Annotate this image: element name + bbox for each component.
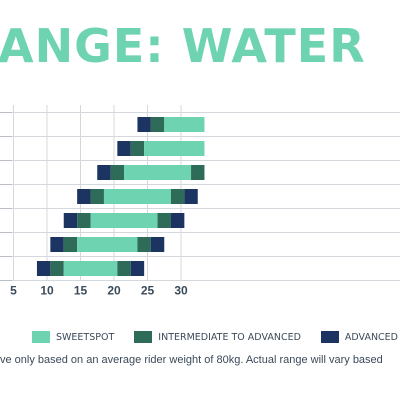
legend-label-sweetspot: SWEETSPOT	[56, 331, 115, 343]
bar-segment-advanced	[150, 237, 165, 252]
footnote: ve only based on an average rider weight…	[0, 354, 383, 366]
bar-segment-advanced	[77, 189, 91, 204]
bar-segment-sweetspot	[63, 261, 118, 276]
bar-segment-advanced	[50, 237, 64, 252]
bar-segment-advanced	[97, 165, 111, 180]
legend-item-intermediate: INTERMEDIATE TO ADVANCED	[134, 331, 301, 343]
bar-segment-sweetspot	[124, 165, 192, 180]
x-tick-label: 30	[174, 284, 188, 298]
bar-segment-intermediate	[150, 117, 165, 132]
legend-item-sweetspot: SWEETSPOT	[32, 331, 114, 343]
x-tick-label: 10	[40, 284, 54, 298]
range-chart: 5 10 15 20 25 30	[0, 105, 400, 298]
bar-segment-advanced	[36, 261, 51, 276]
bar-segment-advanced	[63, 213, 78, 228]
bar-segment-intermediate	[117, 261, 131, 276]
legend-swatch-sweetspot	[32, 331, 50, 343]
bar-segment-intermediate	[50, 261, 64, 276]
legend-label-intermediate: INTERMEDIATE TO ADVANCED	[158, 331, 301, 343]
bar-segment-advanced	[170, 213, 185, 228]
bar-segment-intermediate	[63, 237, 78, 252]
legend: SWEETSPOT INTERMEDIATE TO ADVANCED ADVAN…	[32, 331, 400, 343]
legend-swatch-advanced	[320, 331, 339, 343]
bar-segment-intermediate	[157, 213, 171, 228]
x-tick-label: 5	[10, 284, 17, 298]
x-tick-label: 25	[141, 284, 155, 298]
bar-segment-sweetspot	[144, 141, 205, 156]
bar-segment-intermediate	[137, 237, 151, 252]
bar-segment-sweetspot	[90, 213, 158, 228]
bar-segment-intermediate	[130, 141, 145, 156]
bar-segment-sweetspot	[77, 237, 138, 252]
bar-segment-advanced	[137, 117, 151, 132]
chart-title: ANGE: WATER	[0, 19, 366, 73]
bar-segment-intermediate	[90, 189, 104, 204]
bar-segment-sweetspot	[164, 117, 205, 132]
legend-swatch-intermediate	[134, 331, 153, 343]
x-tick-label: 20	[107, 284, 121, 298]
bar-segment-intermediate	[191, 165, 205, 180]
bar-segment-advanced	[130, 261, 145, 276]
legend-item-advanced: ADVANCED	[320, 331, 399, 343]
x-axis-ticks: 5 10 15 20 25 30	[10, 284, 188, 298]
bar-segment-intermediate	[170, 189, 185, 204]
legend-label-advanced: ADVANCED	[344, 331, 399, 343]
bar-segment-sweetspot	[103, 189, 171, 204]
x-tick-label: 15	[74, 284, 88, 298]
bar-segment-advanced	[117, 141, 131, 156]
bar-segment-intermediate	[77, 213, 91, 228]
bar-segment-intermediate	[110, 165, 125, 180]
bars	[36, 117, 205, 276]
bar-segment-advanced	[184, 189, 198, 204]
